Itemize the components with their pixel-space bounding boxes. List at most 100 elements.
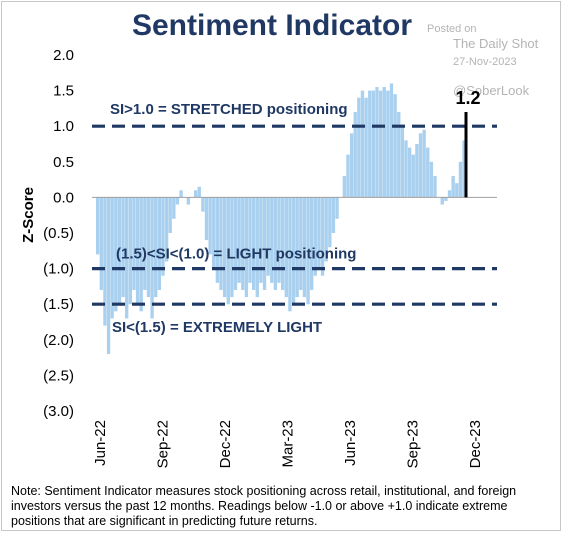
bar	[139, 197, 143, 312]
bar	[378, 90, 383, 198]
reference-line-label: SI>1.0 = STRETCHED positioning	[110, 101, 348, 118]
bar	[168, 197, 172, 233]
bar	[328, 197, 332, 248]
bar	[371, 90, 376, 198]
bar	[204, 197, 209, 241]
x-tick-label: Dec-23	[467, 420, 484, 468]
bar	[342, 176, 347, 198]
bar	[226, 197, 230, 305]
x-tick-label: Jun-23	[342, 420, 359, 466]
bar	[193, 190, 198, 198]
bar	[306, 197, 310, 305]
bar	[103, 197, 107, 326]
bar	[121, 197, 125, 298]
bar	[241, 197, 245, 290]
bar	[251, 197, 256, 290]
bar	[397, 111, 401, 198]
latest-marker: 1.2	[455, 88, 481, 198]
y-tick-label: 0.0	[53, 189, 74, 206]
bar	[458, 161, 463, 198]
bar	[233, 197, 238, 290]
bar	[291, 197, 296, 305]
y-tick-label: 1.0	[53, 118, 74, 135]
bar	[426, 147, 430, 198]
bar	[208, 197, 212, 255]
bar	[375, 87, 379, 198]
bar	[368, 90, 372, 198]
bar	[277, 197, 281, 283]
bar	[407, 147, 412, 198]
bar	[215, 197, 220, 283]
bar	[455, 183, 459, 198]
x-axis-ticks: Jun-22 Sep-22 Dec-22 Mar-23 Jun-23 Sep-23 Dec-…	[92, 420, 484, 468]
reference-lines: SI>1.0 = STRETCHED positioning (1.5)<SI<(…	[92, 101, 497, 336]
bar	[364, 97, 368, 198]
bar	[230, 197, 234, 298]
bar	[132, 197, 136, 290]
y-tick-label: 1.5	[53, 83, 74, 100]
bar	[429, 161, 434, 198]
x-tick-label: Sep-22	[155, 420, 172, 468]
x-tick-label: Jun-22	[92, 420, 109, 466]
bar	[302, 197, 307, 298]
bar	[146, 197, 151, 298]
bar	[349, 133, 354, 198]
y-axis-label: Z-Score	[20, 187, 37, 243]
bar	[313, 197, 317, 276]
bar	[212, 197, 216, 269]
bar	[99, 197, 103, 290]
x-tick-label: Sep-23	[405, 420, 422, 468]
reference-line-label: (1.5)<SI<(1.0) = LIGHT positioning	[116, 246, 356, 263]
bar	[259, 197, 263, 283]
bar	[125, 197, 129, 319]
bar	[382, 87, 386, 198]
watermark: Posted on The Daily Shot 27-Nov-2023 @So…	[427, 23, 539, 98]
bar	[317, 197, 321, 269]
latest-value-label: 1.2	[455, 88, 480, 108]
bar	[353, 111, 357, 198]
bar	[161, 197, 165, 276]
bar	[284, 197, 288, 298]
bar	[295, 197, 299, 298]
bar	[150, 197, 154, 319]
bar	[415, 144, 419, 198]
bar	[266, 197, 270, 276]
bar	[404, 140, 408, 198]
y-tick-label: 2.0	[53, 47, 74, 64]
bar	[440, 197, 444, 205]
bar	[273, 197, 278, 290]
bar	[433, 176, 437, 198]
bar	[310, 197, 314, 290]
bar	[288, 197, 292, 312]
bar	[157, 197, 162, 290]
bar	[400, 126, 405, 198]
bar	[422, 129, 426, 198]
watermark-attribution: @SoberLook	[453, 83, 530, 98]
bar	[172, 197, 176, 219]
bar	[201, 197, 205, 212]
y-axis-ticks: 2.0 1.5 1.0 0.5 0.0 (0.5) (1.0) (1.5) (2.0) (2.5)…	[43, 47, 74, 420]
y-tick-label: (1.5)	[43, 296, 74, 313]
bar	[96, 197, 100, 255]
bar	[335, 197, 339, 219]
watermark-posted-on: Posted on	[427, 23, 477, 35]
y-tick-label: (1.0)	[43, 261, 74, 278]
bar	[237, 197, 241, 283]
bar	[106, 197, 111, 355]
bar	[222, 197, 227, 298]
bar	[389, 83, 394, 198]
bar	[114, 197, 118, 312]
bars-group	[96, 83, 466, 355]
bar	[418, 133, 423, 198]
bar	[244, 197, 249, 298]
y-tick-label: (3.0)	[43, 403, 74, 420]
bar	[281, 197, 285, 290]
bar	[197, 186, 201, 198]
bar	[462, 140, 466, 198]
x-tick-label: Mar-23	[280, 420, 297, 468]
bar	[154, 197, 158, 298]
chart-title: Sentiment Indicator	[132, 9, 412, 42]
y-tick-label: 0.5	[53, 154, 74, 171]
bar	[320, 197, 325, 276]
y-tick-label: (2.0)	[43, 332, 74, 349]
